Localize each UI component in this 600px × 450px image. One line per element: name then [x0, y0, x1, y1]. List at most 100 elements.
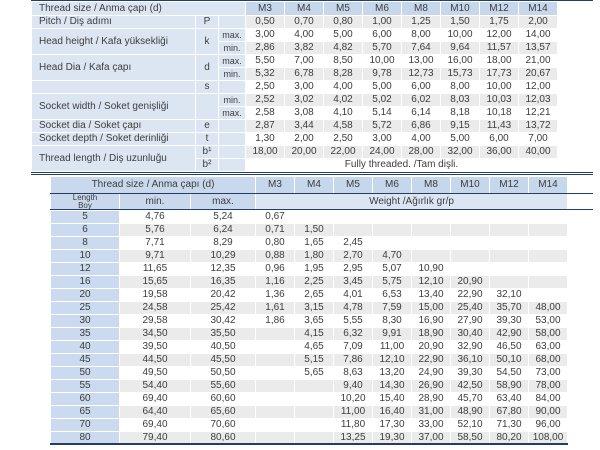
max-cell: 25,42: [191, 302, 255, 314]
dim-value-cell: 1,30: [246, 133, 284, 145]
weight-cell: 11,00: [373, 341, 411, 353]
length-cell: 45: [51, 354, 119, 366]
dim-row: Socket width / Soket genişliği min. 2,52 3,…: [32, 94, 557, 119]
weight-cell: [529, 224, 567, 236]
weight-cell: [412, 250, 450, 262]
max-cell: 35,50: [191, 328, 255, 340]
size-col-header: M3: [246, 2, 284, 15]
weight-row: 6 5,76 6,24 0,71 1,50: [51, 224, 567, 236]
dim-value-cell: 3,00: [285, 81, 323, 93]
weight-cell: [451, 263, 489, 275]
weight-row: 16 15,65 16,35 1,16 2,25 3,45 5,75 12,10 20,90: [51, 276, 567, 288]
dim-subrow-label: [219, 16, 245, 28]
weight-cell: 13,20: [373, 367, 411, 379]
dim-value-cell: 5,00: [363, 81, 401, 93]
weight-cell: [490, 276, 528, 288]
dim-value-cell: 12,73: [402, 68, 440, 80]
max-cell: 5,24: [191, 211, 255, 223]
length-cell: 70: [51, 419, 119, 431]
weight-cell: 4,65: [295, 341, 333, 353]
dim-value-cell: 5,72: [363, 120, 401, 132]
dim-value-cell: 11,57: [480, 42, 518, 54]
weight-cell: [451, 237, 489, 249]
length-col-header-en: Length: [72, 194, 98, 202]
dim-value-cell: 4,58: [324, 120, 362, 132]
min-cell: 4,76: [120, 211, 190, 223]
weight-cell: 5,65: [295, 367, 333, 379]
max-cell: 20,42: [191, 289, 255, 301]
dim-value-cell: 6,00: [402, 81, 440, 93]
weight-cell: 10,20: [334, 393, 372, 405]
weight-cell: 48,00: [529, 302, 567, 314]
dim-value-cell: 20,67: [519, 68, 557, 80]
dim-row: min. 5,32 6,78 8,28 9,78 12,73 15,73 17,73 20,67: [32, 68, 557, 80]
weight-cell: 2,25: [295, 276, 333, 288]
size-col-header: M8: [402, 2, 440, 15]
length-cell: 5: [51, 211, 119, 223]
min-cell: 39,50: [120, 341, 190, 353]
dim-value-cell: 9,15: [441, 120, 479, 132]
weight-table-body: 5 4,76 5,24 0,67 6 5,76 6,24 0,71 1,50 8 7,71 8,29 0…: [51, 211, 567, 444]
min-cell: 24,58: [120, 302, 190, 314]
dim-subrow-label: min.: [219, 94, 245, 106]
dim-value-cell: 0,80: [324, 16, 362, 28]
weight-cell: [529, 250, 567, 262]
length-cell: 65: [51, 406, 119, 418]
weight-row: 80 79,40 80,60 13,25 19,30 37,00 58,50 80,20 108…: [51, 432, 567, 444]
weight-cell: 80,20: [490, 432, 528, 444]
dim-subrow-label: max.: [219, 55, 245, 67]
min-cell: 15,65: [120, 276, 190, 288]
dim-value-cell: 24,00: [363, 146, 401, 158]
weight-cell: 96,00: [529, 419, 567, 431]
length-cell: 30: [51, 315, 119, 327]
weight-cell: [412, 237, 450, 249]
dim-value-cell: 17,73: [480, 68, 518, 80]
weight-cell: 9,91: [373, 328, 411, 340]
weight-cell: 33,00: [412, 419, 450, 431]
weight-cell: 78,00: [529, 380, 567, 392]
weight-cell: 4,70: [373, 250, 411, 262]
min-cell: 79,40: [120, 432, 190, 444]
weight-cell: 15,40: [373, 393, 411, 405]
weight-cell: 5,07: [373, 263, 411, 275]
weight-cell: [256, 354, 294, 366]
dim-value-cell: 12,00: [480, 29, 518, 41]
min-cell: 7,71: [120, 237, 190, 249]
dim-table-title: Thread size / Anma çapı (d): [32, 2, 245, 15]
size-col-header: M8: [412, 177, 450, 193]
weight-row: 35 34,50 35,50 4,15 6,32 9,91 18,90 30,40 42,90 5…: [51, 328, 567, 340]
weight-cell: [451, 224, 489, 236]
dim-subrow-label: [219, 146, 245, 158]
dim-value-cell: 20,00: [285, 146, 323, 158]
max-cell: 45,50: [191, 354, 255, 366]
dimensions-table-head: Thread size / Anma çapı (d) M3 M4 M5 M6 M8 M10…: [32, 2, 557, 15]
size-col-header: M6: [363, 2, 401, 15]
weight-cell: [451, 250, 489, 262]
length-col-header-tr: Boy: [78, 201, 92, 210]
dim-row-label: Head Dia / Kafa çapı: [32, 55, 195, 80]
weight-cell: [529, 211, 567, 223]
dim-symbol: b¹: [196, 146, 218, 158]
weight-cell: 42,90: [490, 328, 528, 340]
dim-value-cell: 0,70: [285, 16, 323, 28]
dim-value-cell: 10,00: [480, 81, 518, 93]
dim-value-cell: 2,50: [324, 133, 362, 145]
weight-cell: 53,00: [529, 315, 567, 327]
dim-value-cell: 32,00: [441, 146, 479, 158]
dim-value-cell: 8,00: [441, 81, 479, 93]
min-cell: 54,40: [120, 380, 190, 392]
length-col-header: Length Boy: [51, 194, 119, 210]
weight-cell: 3,45: [334, 276, 372, 288]
dim-value-cell: 13,00: [402, 55, 440, 67]
weight-cell: 67,80: [490, 406, 528, 418]
weight-row: 50 49,50 50,50 5,65 8,63 13,20 24,90 39,30 54,50…: [51, 367, 567, 379]
dim-symbol: s: [196, 81, 218, 93]
size-col-header: M4: [285, 2, 323, 15]
min-cell: 19,58: [120, 289, 190, 301]
dim-subrow-label: max.: [219, 29, 245, 41]
size-col-header: M10: [451, 177, 489, 193]
table-separator-line-upper: [31, 172, 593, 173]
weight-cell: 12,10: [373, 354, 411, 366]
weight-cell: 30,40: [451, 328, 489, 340]
weight-cell: 90,00: [529, 406, 567, 418]
